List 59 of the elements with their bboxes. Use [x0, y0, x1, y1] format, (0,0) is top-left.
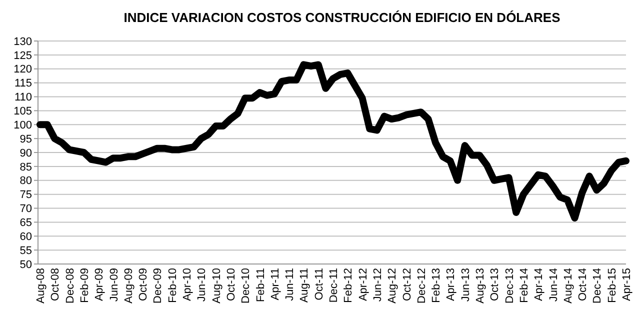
x-tick-label: Jun-12 [372, 268, 384, 302]
y-tick-label: 125 [14, 50, 32, 62]
x-tick-label: Oct-13 [489, 268, 502, 302]
x-tick-label: Feb-14 [518, 268, 530, 303]
x-tick-label: Dec-08 [64, 268, 76, 304]
y-tick-label: 70 [20, 203, 32, 216]
x-tick-label: Apr-11 [269, 268, 282, 300]
y-tick-label: 65 [20, 217, 32, 230]
x-tick-label: Apr-12 [357, 268, 370, 302]
y-tick-label: 110 [14, 92, 32, 104]
x-tick-label: Oct-10 [225, 268, 238, 302]
y-tick-label: 100 [14, 119, 32, 132]
x-tick-label: Feb-13 [430, 268, 443, 303]
y-tick-label: 120 [14, 64, 32, 76]
x-tick-label: Oct-14 [577, 268, 590, 302]
y-tick-label: 90 [20, 147, 32, 160]
x-tick-label: Dec-10 [240, 268, 252, 304]
x-tick-label: Jun-14 [548, 268, 560, 302]
x-tick-label: Aug-08 [35, 268, 47, 304]
y-tick-label: 105 [14, 106, 32, 118]
x-tick-label: Apr-09 [94, 268, 106, 302]
x-tick-label: Dec-13 [504, 268, 516, 304]
y-tick-label: 115 [14, 78, 32, 90]
x-tick-label: Dec-11 [328, 268, 340, 303]
y-tick-label: 130 [14, 36, 32, 48]
y-tick-label: 60 [20, 230, 32, 243]
x-tick-label: Dec-12 [416, 268, 428, 304]
y-tick-label: 75 [20, 189, 32, 202]
x-tick-label: Aug-11 [298, 268, 311, 303]
x-tick-label: Feb-15 [606, 268, 618, 303]
x-tick-label: Apr-10 [182, 268, 194, 302]
x-tick-label: Oct-08 [50, 268, 62, 302]
x-tick-label: Feb-09 [78, 268, 91, 303]
x-tick-label: Aug-14 [562, 268, 574, 304]
x-tick-label: Oct-11 [313, 268, 326, 300]
x-tick-label: Apr-14 [533, 268, 546, 302]
y-tick-label: 55 [20, 244, 32, 257]
x-tick-label: Jun-11 [284, 268, 296, 301]
x-tick-label: Feb-10 [166, 268, 179, 303]
x-tick-label: Aug-09 [122, 268, 135, 304]
y-tick-label: 85 [20, 161, 32, 174]
x-tick-label: Aug-12 [386, 268, 399, 304]
x-tick-label: Aug-10 [210, 268, 223, 304]
x-tick-label: Oct-12 [401, 268, 414, 302]
x-tick-label: Jun-09 [108, 268, 120, 302]
x-tick-label: Dec-09 [152, 268, 164, 304]
x-tick-label: Feb-11 [254, 268, 267, 302]
x-tick-label: Jun-10 [196, 268, 208, 302]
y-tick-label: 50 [20, 258, 32, 271]
x-tick-label: Aug-13 [474, 268, 486, 304]
x-tick-label: Apr-13 [445, 268, 458, 302]
chart-title: INDICE VARIACION COSTOS CONSTRUCCIÓN EDIFICIO EN DÓLARES [124, 10, 561, 25]
x-tick-label: Oct-09 [138, 268, 150, 302]
y-tick-label: 95 [20, 133, 32, 146]
x-tick-label: Apr-15 [621, 268, 633, 302]
y-tick-label: 80 [20, 175, 32, 188]
x-tick-label: Dec-14 [592, 268, 604, 304]
x-tick-label: Jun-13 [460, 268, 472, 302]
x-tick-label: Feb-12 [342, 268, 355, 303]
